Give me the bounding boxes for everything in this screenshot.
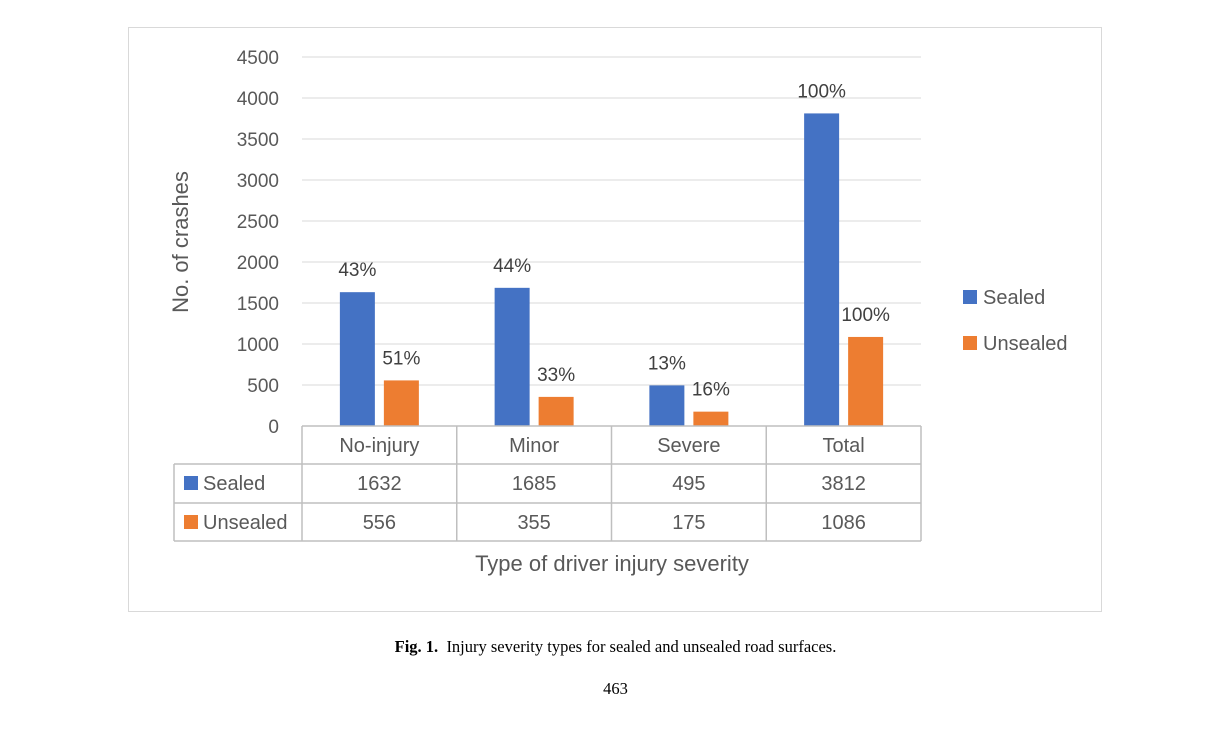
x-tick-label: No-injury [339,435,419,457]
caption-label: Fig. 1. [394,637,439,656]
bar-unsealed-total [848,336,884,426]
bar-unsealed-severe [693,411,729,426]
x-tick-label: Minor [509,435,559,457]
bar-chart: 0 500 1000 1500 2000 2500 3000 3500 4000 4500 No. … [168,48,1068,576]
bar-unsealed-minor [538,396,574,426]
y-tick-label: 2000 [237,253,279,274]
y-tick-label: 4500 [237,48,279,69]
data-label: 13% [648,353,686,374]
table-row-label: Sealed [203,473,265,495]
x-tick-label: Total [823,435,865,457]
y-tick-label: 0 [268,417,279,438]
y-axis-title: No. of crashes [168,171,193,313]
bar-unsealed-no-injury [383,380,419,426]
caption-text: Injury severity types for sealed and uns… [446,637,837,656]
data-label: 51% [382,348,420,369]
page-number: 463 [603,679,628,698]
x-tick-label: Severe [657,435,720,457]
table-cell: 556 [363,512,396,534]
x-axis-title: Type of driver injury severity [475,551,749,576]
y-tick-label: 3000 [237,171,279,192]
bar-sealed-severe [649,385,685,426]
y-tick-label: 1000 [237,335,279,356]
data-label: 100% [841,305,890,326]
table-legend-key [184,515,198,529]
data-label: 100% [797,81,846,102]
data-label: 16% [692,380,730,401]
y-tick-label: 3500 [237,130,279,151]
table-cell: 1086 [821,512,866,534]
table-cell: 495 [672,473,705,495]
legend-key-unsealed [963,336,977,350]
figure-caption: Fig. 1. Injury severity types for sealed… [0,637,1231,657]
data-label: 43% [338,260,376,281]
legend-label: Unsealed [983,333,1068,355]
bar-sealed-minor [494,287,530,426]
y-tick-label: 4000 [237,89,279,110]
y-tick-label: 500 [247,376,279,397]
table-row-label: Unsealed [203,512,288,534]
chart-frame [128,27,1102,612]
bar-sealed-total [804,113,840,426]
table-cell: 1685 [512,473,557,495]
table-cell: 355 [517,512,550,534]
legend-key-sealed [963,290,977,304]
table-cell: 3812 [821,473,866,495]
data-label: 33% [537,365,575,386]
table-legend-key [184,476,198,490]
table-cell: 1632 [357,473,402,495]
data-label: 44% [493,256,531,277]
y-tick-label: 1500 [237,294,279,315]
legend-label: Sealed [983,287,1045,309]
y-tick-label: 2500 [237,212,279,233]
bar-sealed-no-injury [339,292,375,426]
table-cell: 175 [672,512,705,534]
